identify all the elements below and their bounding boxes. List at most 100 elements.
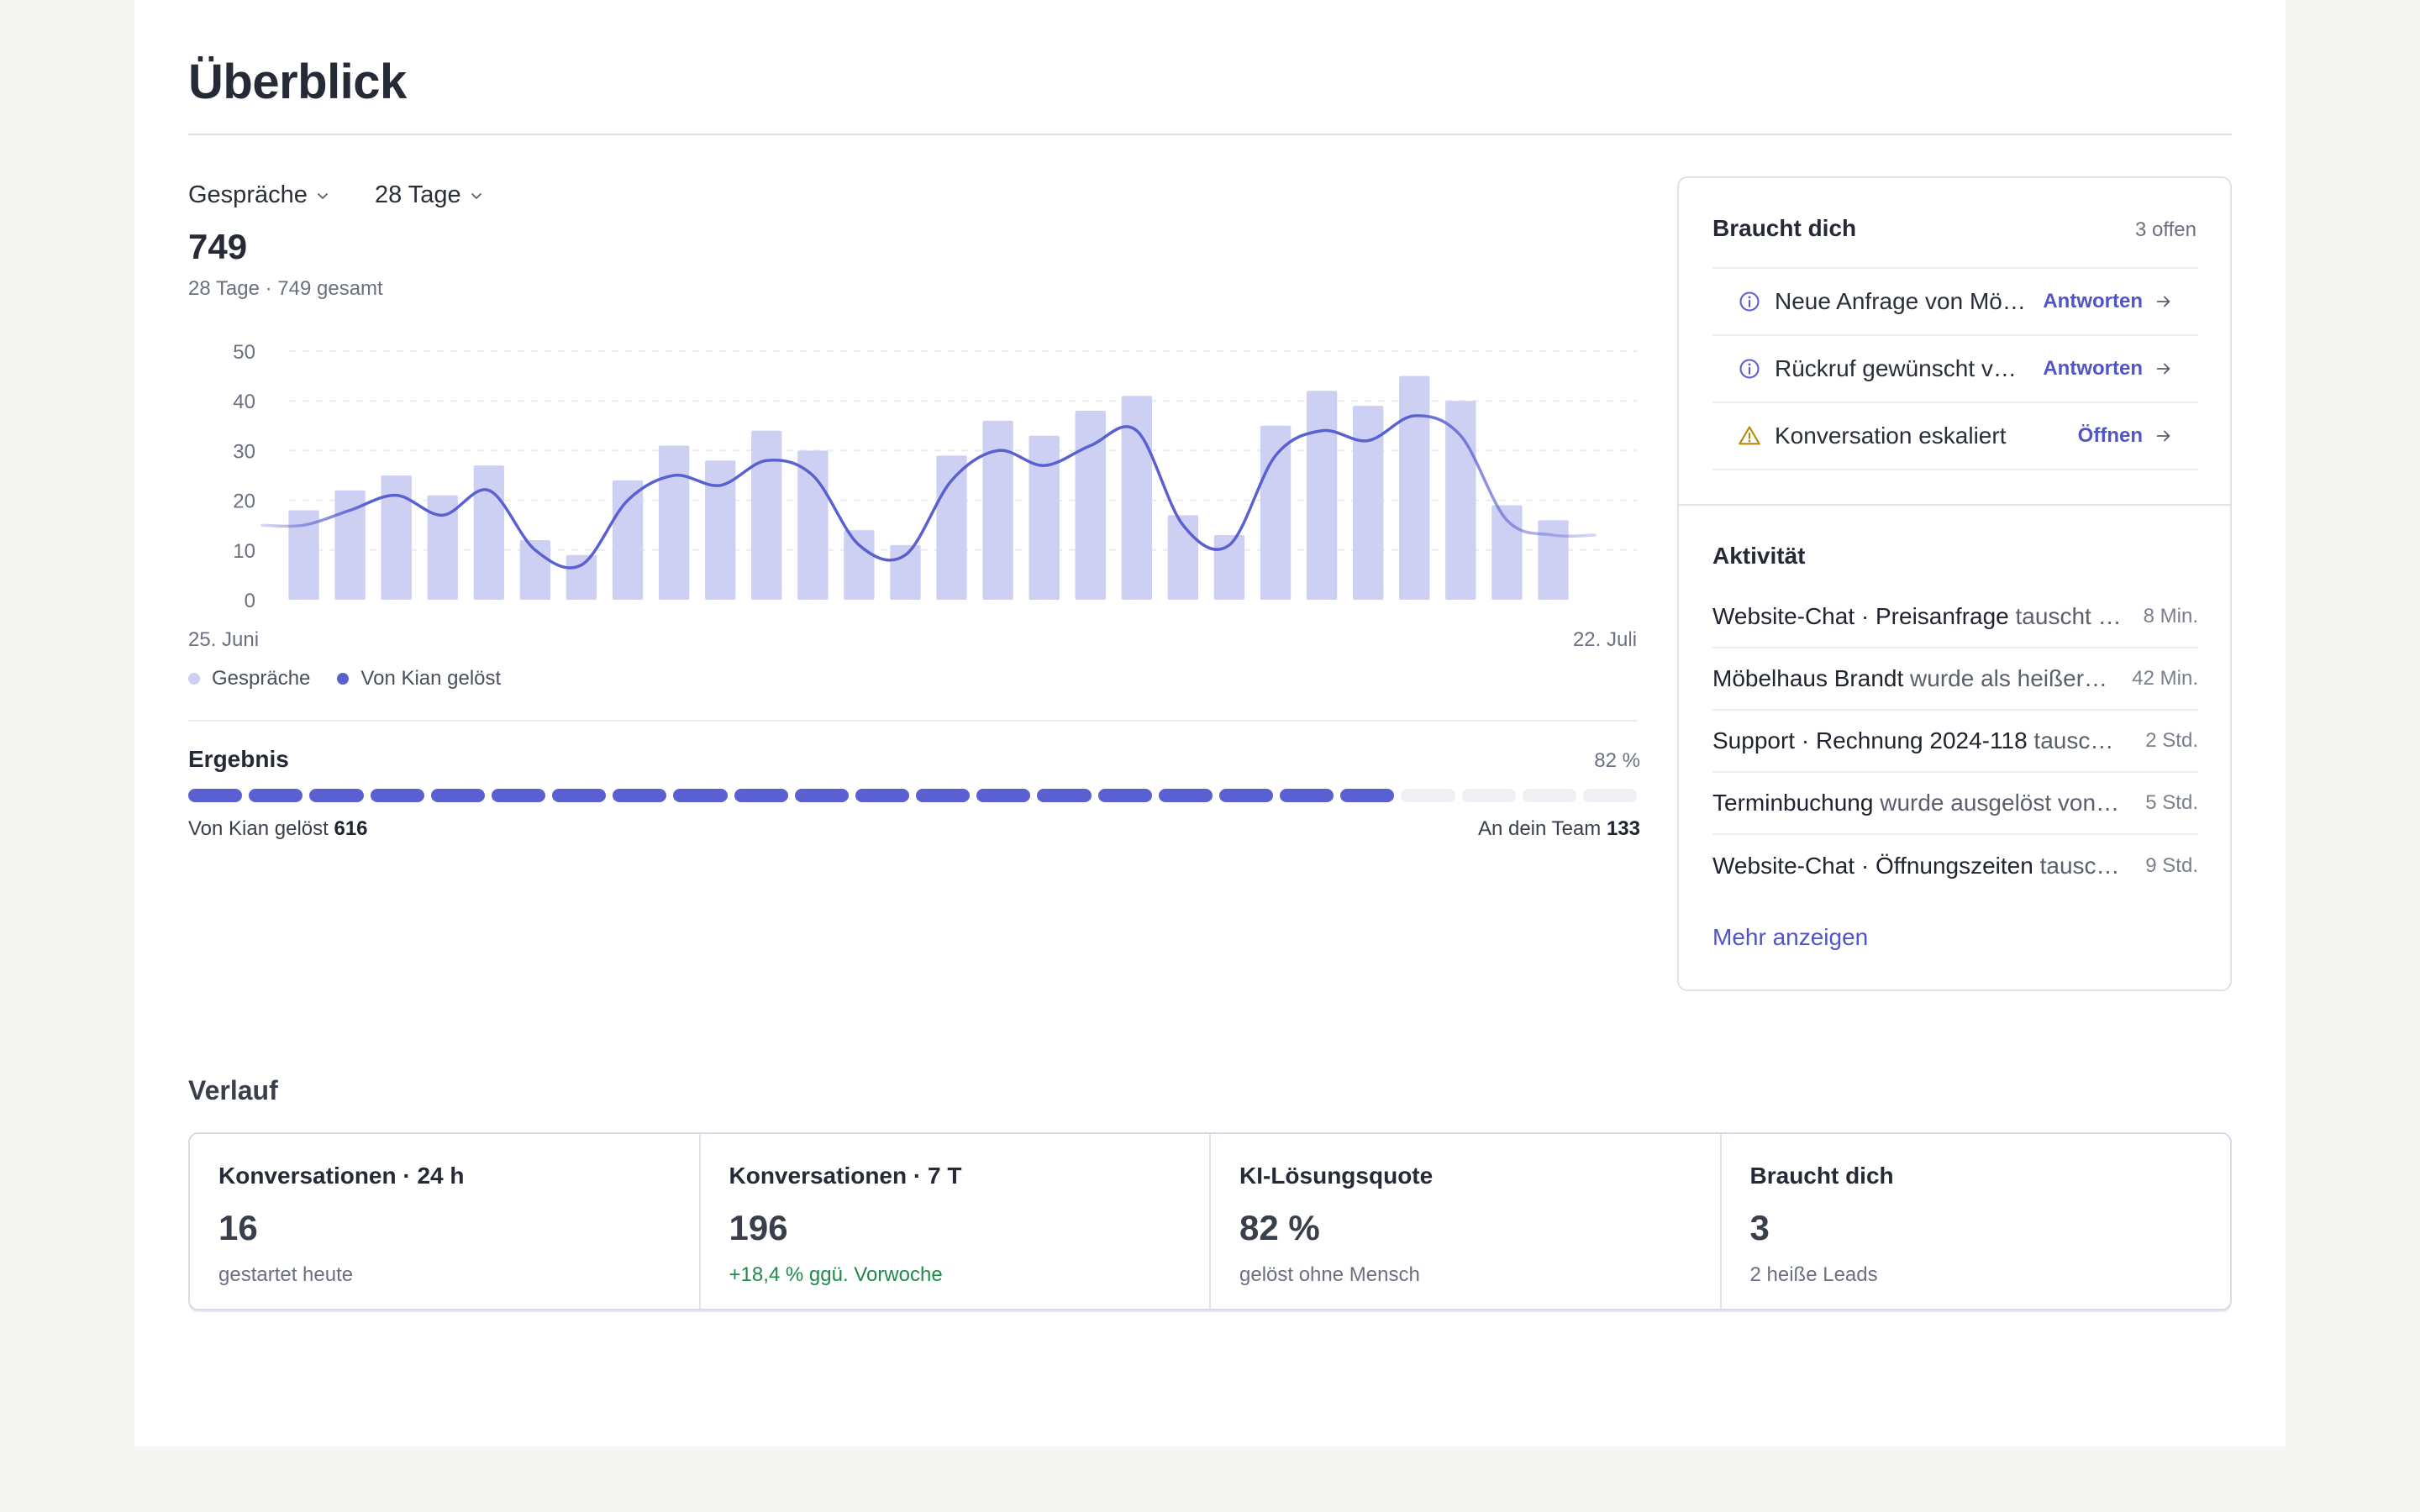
activity-item[interactable]: Website-Chat · Öffnungszeiten tauscht Na…	[1712, 835, 2198, 897]
section-divider	[188, 720, 1637, 722]
stat-card-sub: +18,4 % ggü. Vorwoche	[729, 1263, 943, 1286]
activity-item-text: Website-Chat · Preisanfrage tauscht Nach…	[1712, 603, 2123, 630]
activity-item-text: Möbelhaus Brandt wurde als heißer Lead m…	[1712, 665, 2112, 692]
activity-item[interactable]: Support · Rechnung 2024-118 tauscht Nach…	[1712, 711, 2198, 773]
needs-item[interactable]: Konversation eskaliert Öffnen	[1712, 402, 2198, 469]
bar	[797, 450, 829, 600]
legend-swatch	[188, 673, 200, 685]
progress-segment	[976, 789, 1031, 802]
page-title: Überblick	[188, 55, 407, 109]
arrow-right-icon	[2156, 430, 2170, 442]
resolved-line	[260, 414, 1597, 570]
result-resolved-label: Von Kian gelöst	[188, 817, 329, 840]
activity-item-text: Website-Chat · Öffnungszeiten tauscht Na…	[1712, 853, 2125, 879]
stat-card-value: 82 %	[1239, 1208, 1320, 1247]
stat-card-value: 196	[729, 1208, 788, 1247]
stat-card-value: 16	[218, 1208, 258, 1247]
result-team: An dein Team 133	[1478, 817, 1640, 841]
stat-card-7d: Konversationen · 7 T 196 +18,4 % ggü. Vo…	[701, 1134, 1211, 1309]
summary-value: 749	[188, 227, 248, 266]
info-icon	[1739, 291, 1760, 312]
bar	[1028, 435, 1060, 600]
bar	[1167, 515, 1199, 600]
result-resolved-value: 616	[334, 817, 368, 840]
result-team-value: 133	[1606, 817, 1640, 840]
y-tick-label: 30	[233, 440, 255, 463]
panel-divider	[1679, 504, 2230, 506]
needs-title: Braucht dich	[1712, 215, 1857, 241]
chevron-down-icon	[471, 192, 481, 199]
needs-item-text: Neue Anfrage von Möbelhaus Brandt	[1775, 288, 2027, 314]
progress-segment	[1037, 789, 1092, 802]
stat-card-value: 3	[1749, 1208, 1770, 1247]
bar	[705, 460, 736, 600]
needs-item[interactable]: Neue Anfrage von Möbelhaus Brandt Antwor…	[1712, 267, 2198, 334]
bar	[1538, 520, 1569, 600]
activity-item-time: 9 Std.	[2145, 854, 2198, 877]
progress-segment	[1097, 789, 1152, 802]
overview-page: Überblick Gespräche 28 Tage 749 28 Tage …	[134, 0, 2286, 1446]
bar	[288, 510, 319, 600]
activity-item[interactable]: Terminbuchung wurde ausgelöst von Kian 5…	[1712, 773, 2198, 835]
activity-item-subject: Terminbuchung	[1712, 790, 1874, 816]
stat-card-sub: gelöst ohne Mensch	[1239, 1263, 1420, 1286]
result-resolved: Von Kian gelöst 616	[188, 817, 368, 841]
range-dropdown-label: 28 Tage	[375, 181, 461, 208]
stat-card-label: Konversationen · 7 T	[729, 1163, 962, 1189]
metric-dropdown[interactable]: Gespräche	[188, 181, 329, 209]
result-team-label: An dein Team	[1477, 817, 1602, 840]
progress-segment	[1522, 789, 1576, 802]
legend-swatch	[337, 673, 350, 685]
needs-item-text: Rückruf gewünscht von Kundin	[1775, 355, 2026, 381]
reply-button[interactable]: Antworten	[2043, 290, 2143, 312]
activity-item-desc: tauscht Nachrichten aus	[2039, 853, 2126, 879]
y-tick-label: 0	[245, 590, 255, 612]
stat-card-label: Konversationen · 24 h	[218, 1163, 465, 1189]
bar	[381, 475, 412, 600]
activity-title: Aktivität	[1712, 543, 1806, 569]
info-icon	[1739, 359, 1760, 379]
x-start-label: 25. Juni	[188, 628, 259, 651]
bar	[751, 430, 782, 600]
title-divider	[188, 134, 2232, 135]
progress-segment	[794, 789, 849, 802]
show-more-link[interactable]: Mehr anzeigen	[1712, 924, 1869, 950]
y-tick-label: 40	[233, 391, 255, 413]
legend-item-resolved: Von Kian gelöst	[337, 667, 501, 690]
activity-item[interactable]: Website-Chat · Preisanfrage tauscht Nach…	[1712, 586, 2198, 648]
progress-segment	[734, 789, 788, 802]
legend-item-conversations: Gespräche	[188, 667, 310, 690]
x-end-label: 22. Juli	[1573, 628, 1637, 651]
activity-item-subject: Website-Chat · Preisanfrage	[1712, 603, 2009, 629]
stat-card-sub: 2 heiße Leads	[1749, 1263, 1878, 1286]
bar	[658, 445, 690, 600]
range-dropdown[interactable]: 28 Tage	[375, 181, 483, 209]
needs-item-text: Konversation eskaliert	[1775, 423, 2007, 449]
reply-button[interactable]: Antworten	[2043, 357, 2143, 380]
progress-segment	[370, 789, 424, 802]
bar	[473, 465, 504, 600]
result-title: Ergebnis	[188, 746, 289, 772]
conversations-chart: 0 10 20 30 40 50 25. Juni 22. Juli	[188, 341, 1637, 651]
result-progress-bar	[188, 789, 1638, 804]
activity-item-text: Support · Rechnung 2024-118 tauscht Nach…	[1712, 727, 2125, 754]
bar	[566, 554, 597, 600]
bar	[936, 455, 967, 600]
history-cards: Konversationen · 24 h 16 gestartet heute…	[188, 1132, 2232, 1310]
open-button[interactable]: Öffnen	[2077, 424, 2143, 447]
progress-segment	[673, 789, 728, 802]
progress-segment	[1340, 789, 1395, 802]
needs-item[interactable]: Rückruf gewünscht von Kundin Antworten	[1712, 334, 2198, 402]
bar	[982, 420, 1013, 600]
progress-segment	[188, 789, 243, 802]
bar	[427, 495, 458, 600]
bar	[1121, 396, 1152, 600]
metric-dropdown-label: Gespräche	[188, 181, 308, 208]
y-tick-label: 20	[233, 491, 255, 513]
activity-item-desc: tauscht Nachrichten aus	[2015, 603, 2123, 629]
bar	[1213, 535, 1245, 600]
activity-item[interactable]: Möbelhaus Brandt wurde als heißer Lead m…	[1712, 648, 2198, 711]
progress-segment	[1280, 789, 1334, 802]
activity-item-subject: Möbelhaus Brandt	[1712, 665, 1904, 691]
activity-item-text: Terminbuchung wurde ausgelöst von Kian	[1712, 790, 2125, 816]
